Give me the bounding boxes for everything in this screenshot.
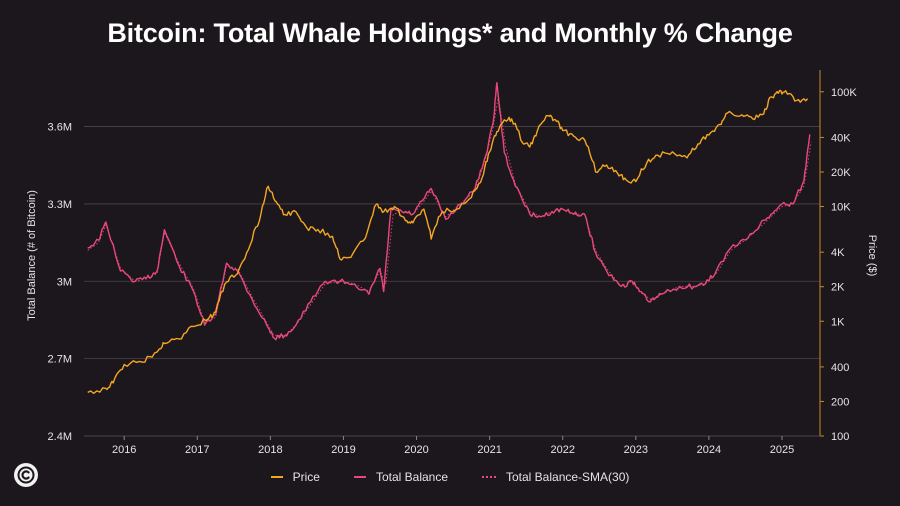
legend-item-price: Price xyxy=(270,470,320,484)
x-tick-label: 2020 xyxy=(404,444,428,456)
legend-swatch-total-balance xyxy=(353,476,366,478)
y2-tick-label: 100 xyxy=(831,431,849,443)
legend-item-sma: Total Balance-SMA(30) xyxy=(482,470,629,484)
y-tick-label: 3.3M xyxy=(48,199,72,211)
legend-swatch-sma xyxy=(482,476,496,478)
x-tick-label: 2022 xyxy=(550,444,574,456)
legend-label-sma: Total Balance-SMA(30) xyxy=(506,470,630,484)
legend-label-total-balance: Total Balance xyxy=(375,470,448,484)
y2-tick-label: 200 xyxy=(831,396,849,408)
legend-swatch-price xyxy=(270,476,283,478)
y-tick-label: 3.6M xyxy=(48,122,72,134)
y-tick-label: 2.4M xyxy=(48,431,72,443)
y-tick-label: 3M xyxy=(57,276,72,288)
series-price xyxy=(87,89,809,394)
x-tick-label: 2023 xyxy=(624,444,648,456)
y2-tick-label: 4K xyxy=(831,247,845,259)
x-tick-label: 2016 xyxy=(112,444,136,456)
chart-title: Bitcoin: Total Whale Holdings* and Month… xyxy=(107,18,793,48)
x-tick-label: 2017 xyxy=(185,444,209,456)
legend-label-price: Price xyxy=(292,470,320,484)
y2-tick-label: 100K xyxy=(831,87,857,99)
y2-tick-label: 20K xyxy=(831,167,851,179)
x-tick-label: 2019 xyxy=(331,444,355,456)
series-total-balance xyxy=(87,82,811,341)
y2-tick-label: 10K xyxy=(831,202,851,214)
y2-tick-label: 400 xyxy=(831,362,849,374)
y2-tick-label: 2K xyxy=(831,282,845,294)
y2-tick-label: 1K xyxy=(831,316,845,328)
coin-c-icon xyxy=(14,463,38,487)
y2-tick-label: 40K xyxy=(831,132,851,144)
x-tick-label: 2025 xyxy=(770,444,794,456)
x-tick-label: 2021 xyxy=(477,444,501,456)
y2-axis-title: Price ($) xyxy=(866,235,878,277)
y-tick-label: 2.7M xyxy=(48,354,72,366)
x-tick-label: 2024 xyxy=(697,444,721,456)
legend-item-total-balance: Total Balance xyxy=(353,470,448,484)
coin-c-glyph xyxy=(17,466,35,484)
x-tick-label: 2018 xyxy=(258,444,282,456)
y-axis-title: Total Balance (# of Bitcoin) xyxy=(26,190,38,321)
legend: Price Total Balance Total Balance-SMA(30… xyxy=(0,470,900,484)
